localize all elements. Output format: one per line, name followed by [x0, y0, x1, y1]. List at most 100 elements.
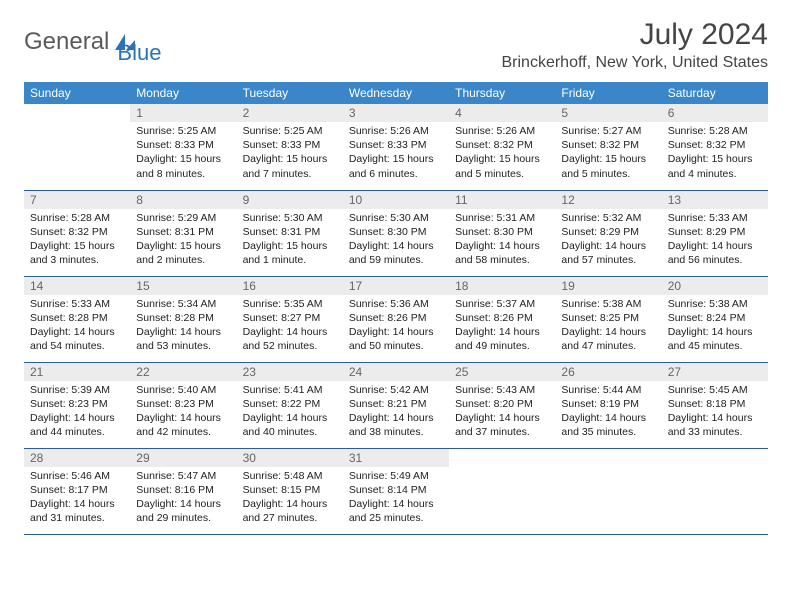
- daylight-line: Daylight: 14 hours and 38 minutes.: [349, 411, 443, 439]
- sunset-line: Sunset: 8:25 PM: [561, 311, 655, 325]
- sunrise-line: Sunrise: 5:40 AM: [136, 383, 230, 397]
- calendar-cell: 6Sunrise: 5:28 AMSunset: 8:32 PMDaylight…: [662, 104, 768, 190]
- calendar-cell: 28Sunrise: 5:46 AMSunset: 8:17 PMDayligh…: [24, 448, 130, 534]
- weekday-header: Saturday: [662, 82, 768, 104]
- daylight-line: Daylight: 14 hours and 53 minutes.: [136, 325, 230, 353]
- day-number: 19: [555, 277, 661, 295]
- sunset-line: Sunset: 8:30 PM: [349, 225, 443, 239]
- day-number: 20: [662, 277, 768, 295]
- daylight-line: Daylight: 15 hours and 2 minutes.: [136, 239, 230, 267]
- daylight-line: Daylight: 15 hours and 8 minutes.: [136, 152, 230, 180]
- sunrise-line: Sunrise: 5:28 AM: [668, 124, 762, 138]
- daylight-line: Daylight: 14 hours and 49 minutes.: [455, 325, 549, 353]
- sunset-line: Sunset: 8:33 PM: [349, 138, 443, 152]
- day-body: Sunrise: 5:45 AMSunset: 8:18 PMDaylight:…: [662, 381, 768, 444]
- daylight-line: Daylight: 14 hours and 45 minutes.: [668, 325, 762, 353]
- sunrise-line: Sunrise: 5:48 AM: [243, 469, 337, 483]
- daylight-line: Daylight: 14 hours and 40 minutes.: [243, 411, 337, 439]
- day-body: Sunrise: 5:33 AMSunset: 8:29 PMDaylight:…: [662, 209, 768, 272]
- daylight-line: Daylight: 14 hours and 58 minutes.: [455, 239, 549, 267]
- sunset-line: Sunset: 8:16 PM: [136, 483, 230, 497]
- sunrise-line: Sunrise: 5:43 AM: [455, 383, 549, 397]
- sunrise-line: Sunrise: 5:38 AM: [561, 297, 655, 311]
- calendar-cell: 16Sunrise: 5:35 AMSunset: 8:27 PMDayligh…: [237, 276, 343, 362]
- weekday-header: Thursday: [449, 82, 555, 104]
- day-number: 24: [343, 363, 449, 381]
- day-body: Sunrise: 5:48 AMSunset: 8:15 PMDaylight:…: [237, 467, 343, 530]
- sunset-line: Sunset: 8:28 PM: [30, 311, 124, 325]
- calendar-cell: 27Sunrise: 5:45 AMSunset: 8:18 PMDayligh…: [662, 362, 768, 448]
- calendar-cell: 19 Sunrise: 5:38 AMSunset: 8:25 PMDayligh…: [555, 276, 661, 362]
- daylight-line: Daylight: 14 hours and 27 minutes.: [243, 497, 337, 525]
- day-body: Sunrise: 5:26 AMSunset: 8:33 PMDaylight:…: [343, 122, 449, 185]
- day-body: Sunrise: 5:32 AMSunset: 8:29 PMDaylight:…: [555, 209, 661, 272]
- daylight-line: Daylight: 14 hours and 47 minutes.: [561, 325, 655, 353]
- sunrise-line: Sunrise: 5:32 AM: [561, 211, 655, 225]
- calendar-cell: 21Sunrise: 5:39 AMSunset: 8:23 PMDayligh…: [24, 362, 130, 448]
- sunrise-line: Sunrise: 5:25 AM: [243, 124, 337, 138]
- sunset-line: Sunset: 8:31 PM: [243, 225, 337, 239]
- day-number: 25: [449, 363, 555, 381]
- sunset-line: Sunset: 8:28 PM: [136, 311, 230, 325]
- sunset-line: Sunset: 8:31 PM: [136, 225, 230, 239]
- day-number: 12: [555, 191, 661, 209]
- sunset-line: Sunset: 8:23 PM: [136, 397, 230, 411]
- calendar-cell: 2Sunrise: 5:25 AMSunset: 8:33 PMDaylight…: [237, 104, 343, 190]
- day-body: Sunrise: 5:37 AMSunset: 8:26 PMDaylight:…: [449, 295, 555, 358]
- day-body: Sunrise: 5:28 AMSunset: 8:32 PMDaylight:…: [662, 122, 768, 185]
- sunset-line: Sunset: 8:32 PM: [30, 225, 124, 239]
- day-body: Sunrise: 5:25 AMSunset: 8:33 PMDaylight:…: [130, 122, 236, 185]
- sunset-line: Sunset: 8:21 PM: [349, 397, 443, 411]
- sunset-line: Sunset: 8:17 PM: [30, 483, 124, 497]
- day-number: 26: [555, 363, 661, 381]
- weekday-header: Tuesday: [237, 82, 343, 104]
- calendar-row: 7Sunrise: 5:28 AMSunset: 8:32 PMDaylight…: [24, 190, 768, 276]
- header: General Blue July 2024 Brinckerhoff, New…: [24, 18, 768, 72]
- weekday-header: Monday: [130, 82, 236, 104]
- sunrise-line: Sunrise: 5:37 AM: [455, 297, 549, 311]
- calendar-row: 28 Sunrise: 5:46 AMSunset: 8:17 PM Dayligh…: [24, 448, 768, 534]
- sunrise-line: Sunrise: 5:30 AM: [349, 211, 443, 225]
- day-body: Sunrise: 5:35 AMSunset: 8:27 PMDaylight:…: [237, 295, 343, 358]
- day-body: Sunrise: 5:29 AMSunset: 8:31 PMDaylight:…: [130, 209, 236, 272]
- day-body: Sunrise: 5:30 AMSunset: 8:31 PMDaylight:…: [237, 209, 343, 272]
- daylight-line: Daylight: 15 hours and 7 minutes.: [243, 152, 337, 180]
- daylight-line: Daylight: 14 hours and 33 minutes.: [668, 411, 762, 439]
- daylight-line: Daylight: 14 hours and 54 minutes.: [30, 325, 124, 353]
- sunrise-line: Sunrise: 5:28 AM: [30, 211, 124, 225]
- calendar-cell: 22Sunrise: 5:40 AMSunset: 8:23 PMDayligh…: [130, 362, 236, 448]
- sunset-line: Sunset: 8:14 PM: [349, 483, 443, 497]
- daylight-line: Daylight: 14 hours and 37 minutes.: [455, 411, 549, 439]
- daylight-line: Daylight: 14 hours and 56 minutes.: [668, 239, 762, 267]
- sunrise-line: Sunrise: 5:45 AM: [668, 383, 762, 397]
- location-subtitle: Brinckerhoff, New York, United States: [501, 54, 768, 72]
- sunrise-line: Sunrise: 5:34 AM: [136, 297, 230, 311]
- sunset-line: Sunset: 8:32 PM: [561, 138, 655, 152]
- calendar-cell: 13Sunrise: 5:33 AMSunset: 8:29 PMDayligh…: [662, 190, 768, 276]
- calendar-cell: 17Sunrise: 5:36 AMSunset: 8:26 PMDayligh…: [343, 276, 449, 362]
- day-body: Sunrise: 5:49 AMSunset: 8:14 PMDaylight:…: [343, 467, 449, 530]
- sunset-line: Sunset: 8:19 PM: [561, 397, 655, 411]
- day-number: 6: [662, 104, 768, 122]
- sunset-line: Sunset: 8:26 PM: [349, 311, 443, 325]
- sunrise-line: Sunrise: 5:49 AM: [349, 469, 443, 483]
- day-body: Sunrise: 5:33 AMSunset: 8:28 PMDaylight:…: [24, 295, 130, 358]
- day-body: Sunrise: 5:27 AMSunset: 8:32 PMDaylight:…: [555, 122, 661, 185]
- sunset-line: Sunset: 8:22 PM: [243, 397, 337, 411]
- sunrise-line: Sunrise: 5:27 AM: [561, 124, 655, 138]
- day-number: 30: [237, 449, 343, 467]
- calendar-cell: ..: [449, 448, 555, 534]
- sunrise-line: Sunrise: 5:33 AM: [668, 211, 762, 225]
- sunrise-line: Sunrise: 5:36 AM: [349, 297, 443, 311]
- calendar-cell: 26Sunrise: 5:44 AMSunset: 8:19 PMDayligh…: [555, 362, 661, 448]
- day-number: 21: [24, 363, 130, 381]
- sunrise-line: Sunrise: 5:46 AM: [30, 469, 124, 483]
- day-body: Sunrise: 5:43 AMSunset: 8:20 PMDaylight:…: [449, 381, 555, 444]
- day-number: 28: [24, 449, 130, 467]
- daylight-line: Daylight: 14 hours and 52 minutes.: [243, 325, 337, 353]
- day-number: 8: [130, 191, 236, 209]
- sunrise-line: Sunrise: 5:29 AM: [136, 211, 230, 225]
- sunset-line: Sunset: 8:23 PM: [30, 397, 124, 411]
- calendar-cell: 12Sunrise: 5:32 AMSunset: 8:29 PMDayligh…: [555, 190, 661, 276]
- sunset-line: Sunset: 8:29 PM: [561, 225, 655, 239]
